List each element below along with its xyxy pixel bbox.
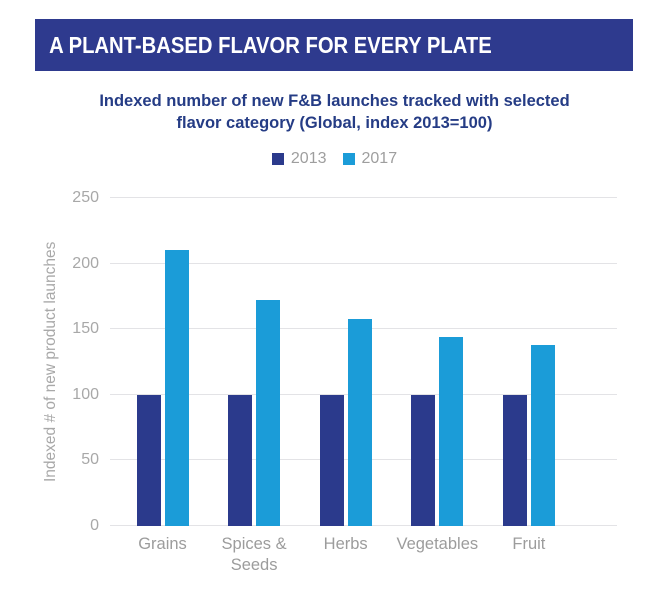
gridline-250 bbox=[110, 197, 617, 198]
bar-2017-vegetables bbox=[439, 337, 464, 526]
y-axis-title: Indexed # of new product launches bbox=[42, 241, 59, 483]
y-tick-50: 50 bbox=[81, 451, 99, 469]
bar-2017-herbs bbox=[347, 318, 372, 526]
bar-2017-grains bbox=[164, 250, 189, 526]
x-label-vegetables: Vegetables bbox=[396, 535, 479, 553]
x-label-fruit: Fruit bbox=[512, 535, 546, 553]
bar-2013-spices-and-seeds bbox=[228, 394, 253, 526]
legend-swatch-2017 bbox=[342, 153, 355, 165]
y-tick-200: 200 bbox=[72, 254, 99, 272]
legend-item-2013: 2013 bbox=[271, 150, 327, 167]
y-tick-250: 250 bbox=[72, 189, 99, 206]
legend-label-2017: 2017 bbox=[361, 150, 398, 167]
bar-2013-fruit bbox=[502, 394, 527, 526]
x-label-grains: Grains bbox=[138, 535, 187, 553]
gridline-200 bbox=[110, 262, 617, 264]
legend-swatch-2013 bbox=[271, 153, 284, 165]
x-label-herbs: Herbs bbox=[323, 535, 368, 553]
page-title: A PLANT-BASED FLAVOR FOR EVERY PLATE bbox=[49, 31, 492, 58]
chart-legend: 2013 2017 bbox=[0, 151, 669, 167]
y-tick-0: 0 bbox=[90, 517, 99, 534]
bar-2017-fruit bbox=[530, 344, 555, 526]
bar-2013-grains bbox=[136, 394, 161, 526]
chart-title: Indexed number of new F&B launches track… bbox=[0, 90, 669, 134]
plot-area bbox=[110, 197, 617, 526]
legend-label-2013: 2013 bbox=[290, 150, 327, 167]
header-banner: A PLANT-BASED FLAVOR FOR EVERY PLATE bbox=[35, 19, 633, 71]
bar-2013-herbs bbox=[319, 394, 344, 526]
chart-title-line-2: flavor category (Global, index 2013=100) bbox=[176, 114, 493, 132]
chart-title-line-1: Indexed number of new F&B launches track… bbox=[99, 92, 570, 110]
y-tick-150: 150 bbox=[72, 320, 99, 338]
bar-2017-spices-and-seeds bbox=[256, 300, 281, 526]
bar-2013-vegetables bbox=[411, 394, 436, 526]
y-tick-100: 100 bbox=[72, 385, 99, 403]
x-label-spices-and-seeds: Spices & Seeds bbox=[221, 535, 287, 574]
legend-item-2017: 2017 bbox=[342, 150, 398, 167]
